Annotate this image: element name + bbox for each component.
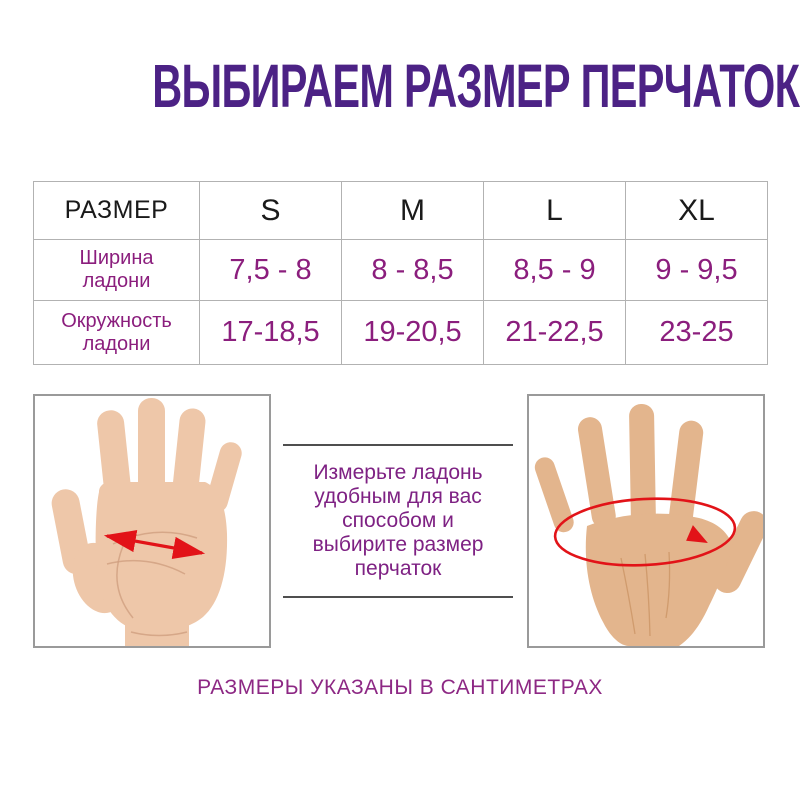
page-title-text: ВЫБИРАЕМ РАЗМЕР ПЕРЧАТОК xyxy=(152,52,800,120)
open-palm-hand xyxy=(51,398,242,646)
row-label-palm-width: Ширина ладони xyxy=(34,240,200,301)
measure-instruction-block: Измерьте ладонь удобным для вас способом… xyxy=(283,444,513,598)
hand-back-illustration xyxy=(534,403,763,646)
back-of-hand xyxy=(534,403,763,646)
palm-width-m: 8 - 8,5 xyxy=(342,240,484,301)
measure-instruction-text: Измерьте ладонь удобным для вас способом… xyxy=(312,461,484,580)
size-table: РАЗМЕР S M L XL Ширина ладони 7,5 - 8 8 … xyxy=(33,181,768,365)
palm-width-photo-frame xyxy=(33,394,271,648)
palm-width-xl: 9 - 9,5 xyxy=(626,240,768,301)
palm-circumference-s: 17-18,5 xyxy=(200,301,342,365)
palm-circumference-l: 21-22,5 xyxy=(484,301,626,365)
table-header-size: РАЗМЕР xyxy=(34,182,200,240)
palm-width-s: 7,5 - 8 xyxy=(200,240,342,301)
table-header-l: L xyxy=(484,182,626,240)
page-title: ВЫБИРАЕМ РАЗМЕР ПЕРЧАТОК xyxy=(0,56,800,117)
table-header-xl: XL xyxy=(626,182,768,240)
palm-hand-illustration xyxy=(51,398,242,646)
table-header-m: M xyxy=(342,182,484,240)
palm-width-l: 8,5 - 9 xyxy=(484,240,626,301)
row-label-palm-circumference: Окружность ладони xyxy=(34,301,200,365)
circumference-arrow xyxy=(553,497,737,567)
palm-circumference-xl: 23-25 xyxy=(626,301,768,365)
units-note: РАЗМЕРЫ УКАЗАНЫ В САНТИМЕТРАХ xyxy=(197,676,603,699)
palm-circumference-photo-frame xyxy=(527,394,765,648)
palm-circumference-m: 19-20,5 xyxy=(342,301,484,365)
palm-width-arrow xyxy=(103,530,206,559)
table-header-s: S xyxy=(200,182,342,240)
